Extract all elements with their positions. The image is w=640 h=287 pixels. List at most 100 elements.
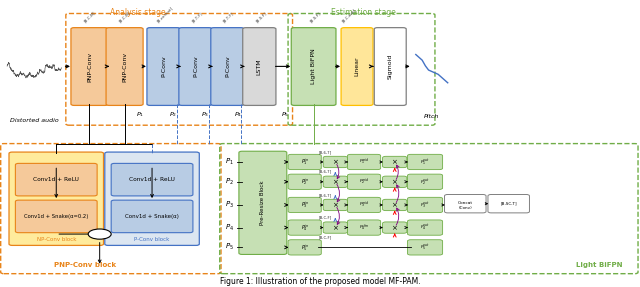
FancyBboxPatch shape — [408, 154, 443, 170]
Text: P-Conv: P-Conv — [161, 56, 166, 77]
FancyBboxPatch shape — [445, 195, 486, 213]
Text: [B,6,7]: [B,6,7] — [319, 150, 332, 154]
Text: $P_3^{mid}$: $P_3^{mid}$ — [358, 200, 369, 210]
FancyBboxPatch shape — [383, 156, 407, 168]
Text: [B,T,F]: [B,T,F] — [223, 11, 235, 24]
FancyBboxPatch shape — [179, 28, 212, 105]
FancyBboxPatch shape — [323, 156, 348, 168]
FancyBboxPatch shape — [288, 240, 321, 255]
FancyBboxPatch shape — [348, 154, 381, 170]
FancyBboxPatch shape — [111, 200, 193, 233]
Text: $P_1^{in}$: $P_1^{in}$ — [301, 157, 308, 167]
Text: $P_5$: $P_5$ — [281, 110, 289, 119]
Text: [B,SC,T]: [B,SC,T] — [500, 202, 517, 206]
Text: $P_4^{out}$: $P_4^{out}$ — [420, 223, 430, 232]
Text: $P_1^{mid}$: $P_1^{mid}$ — [358, 157, 369, 167]
Text: [B,6,7]: [B,6,7] — [319, 193, 332, 197]
Text: Conv1d + Snake(α=0.2): Conv1d + Snake(α=0.2) — [24, 214, 88, 219]
Text: P-Conv block: P-Conv block — [134, 237, 170, 242]
FancyBboxPatch shape — [374, 28, 406, 105]
FancyBboxPatch shape — [15, 200, 97, 233]
Text: PNP-Conv: PNP-Conv — [87, 51, 92, 82]
Text: $P_2^{mid}$: $P_2^{mid}$ — [358, 177, 369, 187]
Text: $P_4^{in}$: $P_4^{in}$ — [301, 222, 308, 233]
FancyBboxPatch shape — [288, 174, 321, 189]
Text: $\times$: $\times$ — [391, 158, 398, 166]
FancyBboxPatch shape — [106, 28, 143, 105]
FancyBboxPatch shape — [71, 28, 108, 105]
FancyBboxPatch shape — [288, 154, 321, 170]
Text: Distorted audio: Distorted audio — [10, 119, 58, 123]
Text: $P_3$: $P_3$ — [201, 110, 209, 119]
Text: $\times$: $\times$ — [391, 223, 398, 232]
Text: $P_2$: $P_2$ — [225, 177, 234, 187]
Text: $P_1$: $P_1$ — [136, 110, 144, 119]
Text: $\times$: $\times$ — [391, 177, 398, 186]
Text: +: + — [95, 229, 104, 239]
FancyBboxPatch shape — [408, 240, 443, 255]
FancyBboxPatch shape — [211, 28, 244, 105]
Text: $P_4$: $P_4$ — [234, 110, 243, 119]
FancyBboxPatch shape — [288, 220, 321, 235]
FancyBboxPatch shape — [383, 176, 407, 187]
Text: [B,C,N]: [B,C,N] — [118, 10, 131, 24]
FancyBboxPatch shape — [488, 195, 529, 213]
Text: $P_4$: $P_4$ — [225, 222, 234, 233]
Text: $\times$: $\times$ — [332, 223, 339, 232]
Text: [B,C,F]: [B,C,F] — [319, 235, 332, 239]
FancyBboxPatch shape — [243, 28, 276, 105]
Text: Estimation stage: Estimation stage — [331, 8, 396, 17]
Text: Pitch: Pitch — [424, 114, 440, 119]
FancyBboxPatch shape — [9, 152, 104, 245]
Text: $P_5^{in}$: $P_5^{in}$ — [301, 242, 308, 253]
FancyBboxPatch shape — [383, 199, 407, 211]
FancyBboxPatch shape — [323, 222, 348, 233]
FancyBboxPatch shape — [348, 174, 381, 189]
Text: $P_5$: $P_5$ — [225, 242, 234, 253]
Text: PNP-Conv: PNP-Conv — [122, 51, 127, 82]
Text: [B,S,F]: [B,S,F] — [309, 11, 322, 24]
FancyBboxPatch shape — [348, 220, 381, 235]
FancyBboxPatch shape — [341, 28, 373, 105]
FancyBboxPatch shape — [147, 28, 180, 105]
Text: Pre-Resize Block: Pre-Resize Block — [260, 181, 266, 225]
Text: $P_3^{out}$: $P_3^{out}$ — [420, 200, 430, 210]
Text: $P_3^{in}$: $P_3^{in}$ — [301, 199, 308, 210]
Text: [B,6,7]: [B,6,7] — [319, 170, 332, 174]
Text: $P_1^{out}$: $P_1^{out}$ — [420, 157, 430, 167]
Circle shape — [88, 229, 111, 239]
Text: Conv1d + ReLU: Conv1d + ReLU — [129, 177, 175, 182]
Text: $P_2^{out}$: $P_2^{out}$ — [420, 177, 430, 187]
Text: Figure 1: Illustration of the proposed model MF-PAM.: Figure 1: Illustration of the proposed m… — [220, 277, 420, 286]
FancyBboxPatch shape — [408, 220, 443, 235]
FancyBboxPatch shape — [323, 176, 348, 187]
Text: Sigmoid: Sigmoid — [388, 54, 393, 79]
Text: P-Conv: P-Conv — [193, 56, 198, 77]
Text: $\times$: $\times$ — [332, 177, 339, 186]
Text: Conv1d + ReLU: Conv1d + ReLU — [33, 177, 79, 182]
Text: P-Conv: P-Conv — [225, 56, 230, 77]
Text: $P_3$: $P_3$ — [225, 200, 234, 210]
FancyBboxPatch shape — [105, 152, 199, 245]
Text: [B,C,F]: [B,C,F] — [319, 216, 332, 220]
Text: Conv1d + Snake(α): Conv1d + Snake(α) — [125, 214, 179, 219]
FancyBboxPatch shape — [288, 197, 321, 213]
FancyBboxPatch shape — [323, 199, 348, 211]
Text: Concat: Concat — [458, 201, 473, 205]
Text: [B,C,N]: [B,C,N] — [84, 10, 97, 24]
FancyBboxPatch shape — [111, 163, 193, 196]
Text: $P_2^{in}$: $P_2^{in}$ — [301, 177, 308, 187]
Text: Light BiFPN: Light BiFPN — [577, 262, 623, 268]
Text: $\times$: $\times$ — [391, 201, 398, 209]
Text: Linear: Linear — [355, 57, 360, 76]
FancyBboxPatch shape — [408, 197, 443, 213]
Text: LSTM: LSTM — [257, 58, 262, 75]
Text: $\times$: $\times$ — [332, 201, 339, 209]
Text: $\times$: $\times$ — [332, 158, 339, 166]
Text: $P_4^{sfm}$: $P_4^{sfm}$ — [359, 222, 369, 233]
Text: $P_2$: $P_2$ — [169, 110, 177, 119]
Text: Analysis stage: Analysis stage — [110, 8, 166, 17]
Text: $P_1$: $P_1$ — [225, 157, 234, 167]
Text: NP-Conv block: NP-Conv block — [36, 237, 76, 242]
Text: PNP-Conv block: PNP-Conv block — [54, 262, 116, 268]
